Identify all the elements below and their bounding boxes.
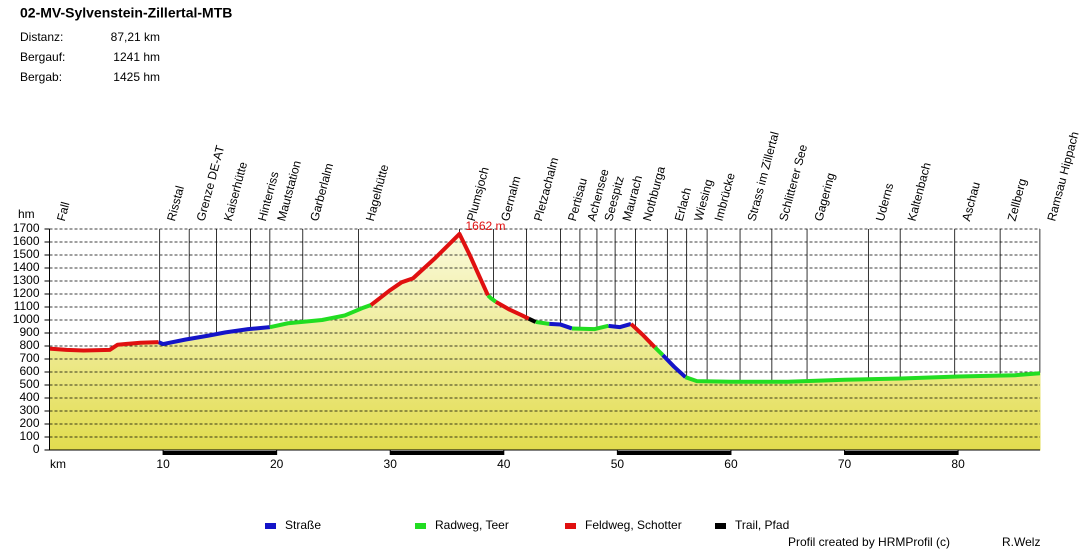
waypoint-label: Ramsau Hippach [1044, 130, 1081, 223]
stat-label: Bergab: [20, 70, 62, 84]
x-axis-band [617, 451, 731, 455]
profile-line [608, 321, 632, 330]
waypoint-label: Imbrücke [712, 171, 738, 223]
waypoint-label: Plumsjoch [464, 166, 492, 223]
x-tick-label: 70 [838, 457, 852, 471]
author: R.Welz [1002, 535, 1040, 549]
peak-label: 1662 m [466, 219, 506, 233]
profile-line [549, 321, 573, 331]
y-tick-label: 800 [19, 338, 39, 352]
stat-value: 87,21 km [111, 30, 160, 44]
profile-area [528, 317, 537, 451]
x-axis-band [163, 451, 277, 455]
legend-label: Straße [285, 518, 321, 532]
stat-value: 1425 hm [113, 70, 160, 84]
profile-line [661, 353, 687, 379]
waypoint-label: Kaiserhütte [221, 160, 250, 223]
y-tick-label: 1500 [13, 247, 40, 261]
y-tick-label: 1600 [13, 234, 40, 248]
waypoint-label: Aschau [959, 180, 983, 222]
stat-label: Bergauf: [20, 50, 65, 64]
waypoint-label: Garberlalm [307, 162, 336, 223]
waypoint-label: Gernalm [498, 175, 523, 223]
title: 02-MV-Sylvenstein-Zillertal-MTB [20, 5, 232, 21]
waypoint-label: Nothburga [640, 165, 668, 223]
waypoint-label: Zellberg [1005, 177, 1030, 223]
waypoint-label: Strass im Zillertal [744, 130, 781, 223]
waypoint-label: Schlitterer See [776, 143, 810, 223]
profile-area [269, 304, 372, 451]
legend-swatch [715, 523, 726, 529]
profile-line [535, 319, 550, 326]
waypoint-label: Hagelhütte [363, 163, 392, 223]
x-tick-label: 50 [611, 457, 625, 471]
profile-line [369, 231, 490, 307]
profile-line [653, 345, 665, 357]
x-tick-label: 20 [270, 457, 284, 471]
y-tick-label: 1300 [13, 273, 40, 287]
profile-line [486, 293, 498, 304]
waypoint-label: Pletzachalm [531, 156, 561, 223]
stat-label: Distanz: [20, 30, 63, 44]
legend-label: Trail, Pfad [735, 518, 789, 532]
profile-line [684, 371, 1041, 384]
waypoint-label: Fall [54, 200, 73, 222]
y-tick-label: 1700 [13, 221, 40, 235]
profile-line [571, 323, 609, 332]
x-tick-label: 80 [951, 457, 965, 471]
waypoint-label: Mautstation [274, 159, 304, 223]
x-tick-label: 60 [724, 457, 738, 471]
profile-line [527, 316, 537, 324]
y-tick-label: 600 [19, 364, 39, 378]
profile-line [494, 300, 530, 321]
profile-line [157, 325, 271, 347]
profile-area [495, 300, 530, 451]
x-tick-label: 40 [497, 457, 511, 471]
profile-area [370, 233, 489, 451]
profile-area [548, 323, 573, 451]
legend-label: Radweg, Teer [435, 518, 509, 532]
y-tick-label: 300 [19, 403, 39, 417]
waypoint-label: Uderns [873, 182, 897, 223]
y-tick-label: 1200 [13, 286, 40, 300]
profile-area [571, 325, 609, 451]
y-tick-label: 0 [33, 442, 40, 456]
x-tick-label: 30 [384, 457, 398, 471]
profile-line [269, 303, 372, 330]
y-tick-label: 1100 [14, 299, 40, 313]
profile-line [629, 322, 657, 349]
credit: Profil created by HRMProfil (c) [788, 535, 950, 549]
y-tick-label: 1400 [13, 260, 40, 274]
x-axis-band [844, 451, 959, 455]
legend-swatch [565, 523, 576, 529]
x-axis-label: km [50, 457, 66, 471]
y-tick-label: 900 [19, 325, 39, 339]
legend-label: Feldweg, Schotter [585, 518, 682, 532]
x-axis-band [390, 451, 504, 455]
profile-area [49, 341, 160, 451]
y-tick-label: 700 [19, 351, 39, 365]
waypoint-label: Kaltenbach [905, 161, 934, 223]
y-tick-label: 100 [19, 429, 39, 443]
profile-area [487, 294, 497, 451]
legend-swatch [415, 523, 426, 529]
waypoint-label: Risstal [164, 184, 187, 222]
y-tick-label: 400 [19, 390, 39, 404]
stat-value: 1241 hm [113, 50, 160, 64]
profile-line [49, 340, 159, 353]
profile-area [654, 346, 664, 451]
profile-area [158, 326, 271, 451]
x-tick-label: 10 [156, 457, 170, 471]
legend-swatch [265, 523, 276, 529]
waypoint-label: Gagering [811, 171, 837, 222]
y-tick-label: 500 [19, 377, 39, 391]
y-axis-label: hm [18, 207, 35, 221]
profile-area [607, 323, 632, 451]
y-tick-label: 200 [19, 416, 39, 430]
y-tick-label: 1000 [13, 312, 40, 326]
profile-area [535, 321, 550, 451]
